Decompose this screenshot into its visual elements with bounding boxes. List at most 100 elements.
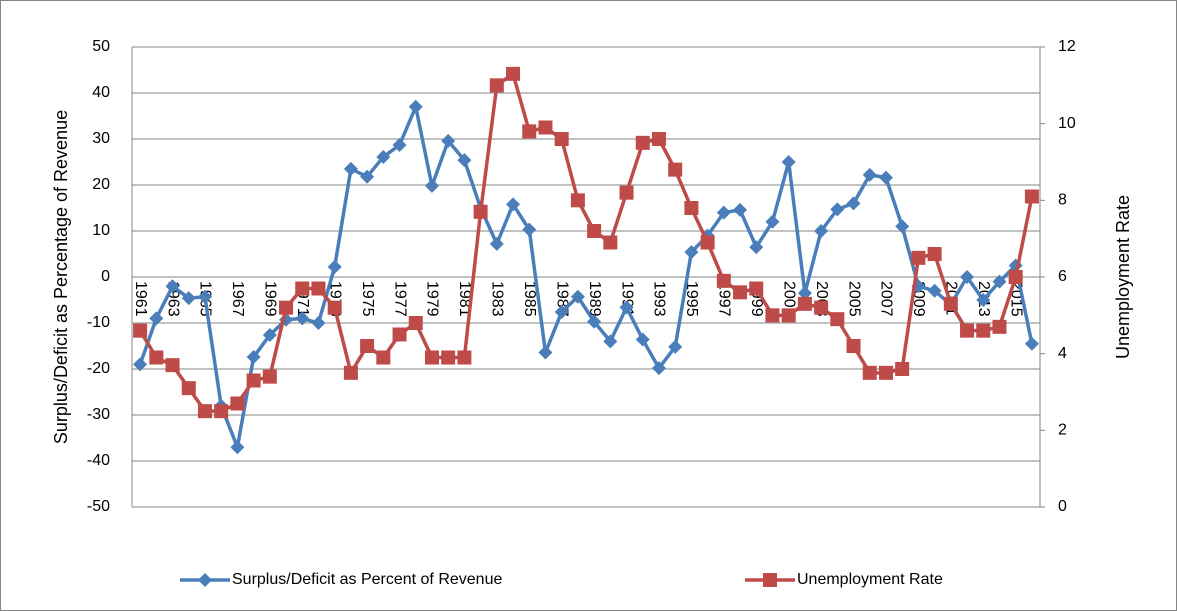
marker — [538, 120, 553, 135]
x-tick-label: 1967 — [229, 281, 246, 317]
marker — [392, 137, 407, 152]
marker — [522, 124, 537, 139]
marker — [749, 240, 764, 255]
marker — [343, 365, 358, 380]
marker — [165, 358, 180, 373]
marker — [1024, 336, 1039, 351]
marker — [538, 345, 553, 360]
x-tick-label: 1961 — [132, 281, 149, 317]
marker — [392, 327, 407, 342]
marker — [651, 361, 666, 376]
marker — [765, 308, 780, 323]
marker — [733, 202, 748, 217]
marker — [846, 196, 861, 211]
marker — [976, 293, 991, 307]
marker — [197, 404, 212, 419]
y2-tick-label: 6 — [1058, 268, 1067, 285]
marker — [960, 323, 975, 338]
x-tick-label: 1997 — [716, 281, 733, 317]
marker — [441, 133, 456, 148]
y-tick-label: 10 — [92, 222, 110, 239]
marker — [489, 78, 504, 93]
marker — [230, 396, 245, 411]
y2-tick-label: 8 — [1058, 192, 1067, 209]
marker — [716, 205, 731, 220]
marker — [765, 214, 780, 229]
marker — [862, 365, 877, 380]
marker — [976, 323, 991, 338]
marker — [295, 311, 310, 326]
marker — [246, 350, 261, 365]
marker — [327, 259, 342, 274]
x-tick-label: 2007 — [878, 281, 895, 317]
marker — [749, 281, 764, 296]
marker — [911, 250, 926, 265]
x-tick-label: 1985 — [521, 281, 538, 317]
marker — [587, 224, 602, 238]
y-axis-label: Surplus/Deficit as Percentage of Revenue — [51, 110, 71, 444]
marker — [797, 286, 812, 301]
y2-tick-label: 2 — [1058, 422, 1067, 439]
x-tick-label: 1977 — [391, 281, 408, 317]
marker — [635, 135, 650, 150]
marker — [441, 350, 456, 365]
marker — [133, 357, 148, 372]
marker — [895, 219, 910, 234]
x-tick-label: 1983 — [489, 281, 506, 317]
marker — [408, 99, 423, 114]
marker — [1008, 270, 1023, 284]
marker — [262, 369, 277, 384]
x-tick-label: 1979 — [424, 281, 441, 317]
x-tick-label: 2005 — [845, 281, 862, 317]
marker — [943, 296, 958, 311]
marker — [1024, 189, 1039, 204]
marker — [149, 311, 164, 326]
marker — [197, 289, 212, 304]
marker — [781, 155, 796, 169]
marker — [814, 300, 829, 315]
y-tick-label: 0 — [101, 268, 110, 285]
marker — [814, 224, 829, 238]
y-tick-label: -10 — [87, 314, 110, 331]
marker — [878, 365, 893, 380]
y-tick-label: -20 — [87, 360, 110, 377]
marker — [181, 381, 196, 396]
y-tick-label: 40 — [92, 84, 110, 101]
y2-tick-label: 10 — [1058, 115, 1076, 132]
marker — [230, 440, 245, 455]
legend-label: Surplus/Deficit as Percent of Revenue — [232, 571, 502, 588]
marker — [797, 296, 812, 311]
legend-label: Unemployment Rate — [797, 571, 943, 588]
y2-tick-label: 12 — [1058, 38, 1076, 55]
marker — [587, 314, 602, 329]
marker — [927, 247, 942, 261]
marker — [149, 350, 164, 365]
marker — [311, 316, 326, 330]
marker — [830, 202, 845, 217]
marker — [716, 273, 731, 288]
y-tick-label: -40 — [87, 452, 110, 469]
marker — [343, 161, 358, 176]
marker — [295, 281, 310, 296]
marker — [684, 201, 699, 215]
marker — [927, 283, 942, 298]
marker — [830, 312, 845, 327]
marker — [246, 373, 261, 388]
y-tick-label: 20 — [92, 176, 110, 193]
x-tick-label: 1993 — [651, 281, 668, 317]
x-tick-label: 1995 — [683, 281, 700, 317]
x-tick-label: 1975 — [359, 281, 376, 317]
marker — [214, 404, 229, 419]
marker — [603, 235, 618, 250]
y-tick-label: -30 — [87, 406, 110, 423]
marker — [522, 222, 537, 237]
marker — [360, 339, 375, 353]
y-tick-label: 30 — [92, 130, 110, 147]
marker — [473, 204, 488, 219]
marker — [846, 339, 861, 353]
marker — [198, 573, 212, 587]
marker — [424, 178, 439, 193]
y2-tick-label: 4 — [1058, 345, 1067, 362]
marker — [570, 193, 585, 208]
